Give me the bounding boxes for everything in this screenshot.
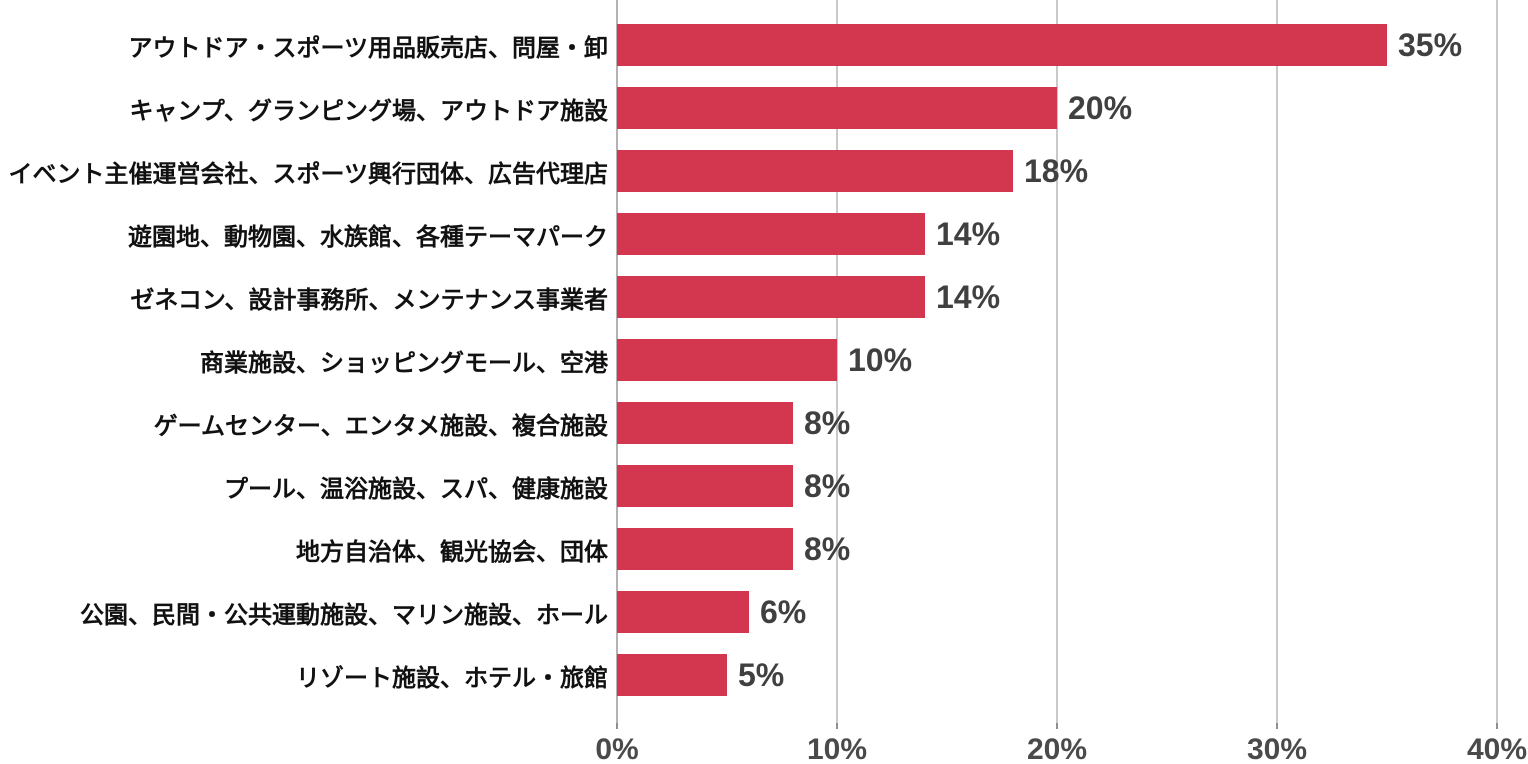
category-label: ゲームセンター、エンタメ施設、複合施設 <box>153 412 608 440</box>
bar <box>617 465 793 507</box>
gridline <box>1056 0 1058 723</box>
axis-tick-mark <box>1496 723 1498 729</box>
category-label: プール、温浴施設、スパ、健康施設 <box>224 475 608 503</box>
category-label: リゾート施設、ホテル・旅館 <box>296 664 608 692</box>
axis-tick-mark <box>616 723 618 729</box>
bar <box>617 591 749 633</box>
bar <box>617 654 727 696</box>
bar <box>617 87 1057 129</box>
bar <box>617 24 1387 66</box>
value-label: 6% <box>760 593 807 630</box>
bar <box>617 339 837 381</box>
category-label: 商業施設、ショッピングモール、空港 <box>200 349 608 377</box>
x-axis-tick-label: 0% <box>595 733 639 764</box>
value-label: 14% <box>936 278 1001 315</box>
x-axis-tick-label: 30% <box>1246 733 1308 764</box>
x-axis-tick-label: 10% <box>806 733 868 764</box>
value-label: 10% <box>848 341 913 378</box>
axis-tick-mark <box>1056 723 1058 729</box>
bar <box>617 150 1013 192</box>
value-label: 18% <box>1024 152 1089 189</box>
value-label: 35% <box>1398 26 1463 63</box>
value-label: 20% <box>1068 89 1133 126</box>
category-label: キャンプ、グランピング場、アウトドア施設 <box>129 97 608 125</box>
category-label: 公園、民間・公共運動施設、マリン施設、ホール <box>80 601 608 629</box>
bar <box>617 402 793 444</box>
value-label: 14% <box>936 215 1001 252</box>
value-label: 5% <box>738 656 785 693</box>
bar <box>617 276 925 318</box>
x-axis-tick-label: 20% <box>1026 733 1088 764</box>
category-label: 地方自治体、観光協会、団体 <box>296 538 608 566</box>
category-label: 遊園地、動物園、水族館、各種テーマパーク <box>128 223 608 251</box>
axis-tick-mark <box>1276 723 1278 729</box>
axis-tick-mark <box>836 723 838 729</box>
value-label: 8% <box>804 404 851 441</box>
category-label: イベント主催運営会社、スポーツ興行団体、広告代理店 <box>8 160 608 188</box>
bar <box>617 528 793 570</box>
gridline <box>836 0 838 723</box>
category-label: ゼネコン、設計事務所、メンテナンス事業者 <box>130 286 608 314</box>
gridline <box>1276 0 1278 723</box>
bar <box>617 213 925 255</box>
category-label: アウトドア・スポーツ用品販売店、問屋・卸 <box>128 34 608 62</box>
x-axis-tick-label: 40% <box>1466 733 1528 764</box>
value-label: 8% <box>804 467 851 504</box>
value-label: 8% <box>804 530 851 567</box>
gridline <box>1496 0 1498 723</box>
